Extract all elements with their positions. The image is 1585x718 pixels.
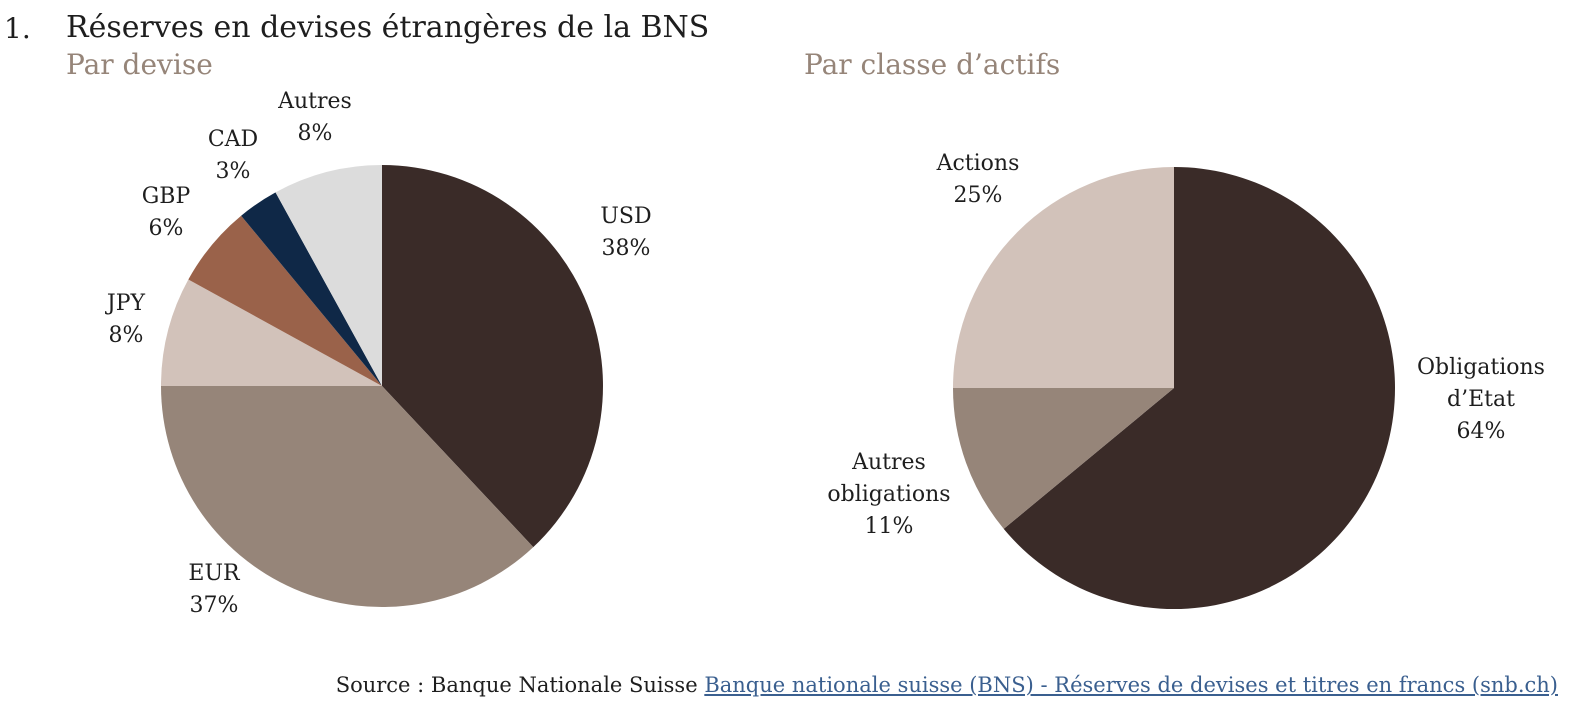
slice-label-currency-usd: USD 38% — [600, 204, 651, 261]
page-title: Réserves en devises étrangères de la BNS — [66, 10, 710, 45]
pie-slice-asset-class-autres-obligations — [953, 388, 1174, 529]
source-link[interactable]: Banque nationale suisse (BNS) - Réserves… — [704, 673, 1558, 697]
slice-label-currency-autres: Autres 8% — [277, 89, 352, 146]
pie-slice-currency-jpy — [161, 279, 382, 386]
slice-label-currency-gbp: GBP 6% — [142, 184, 191, 241]
pie-slice-currency-gbp — [188, 215, 382, 386]
source-note: Source : Banque Nationale Suisse Banque … — [336, 670, 1558, 700]
slice-label-asset-class-autres: Autres obligations 11% — [827, 450, 950, 539]
pie-slice-currency-cad — [241, 192, 382, 386]
pie-slice-asset-class-actions — [953, 167, 1174, 388]
chart-title-currency: Par devise — [66, 48, 213, 81]
pie-slice-currency-usd — [382, 165, 603, 548]
slice-label-currency-eur: EUR 37% — [188, 561, 241, 618]
slice-label-currency-cad: CAD 3% — [208, 127, 258, 184]
slice-label-asset-class-obligations: Obligations d’Etat 64% — [1417, 355, 1545, 444]
chart-title-asset-class: Par classe d’actifs — [804, 48, 1061, 81]
pie-slice-currency-autres — [275, 165, 382, 386]
section-number: 1. — [4, 12, 31, 45]
pie-slice-currency-eur — [161, 386, 534, 607]
slice-label-asset-class-actions: Actions 25% — [936, 151, 1020, 208]
source-prefix: Source : Banque Nationale Suisse — [335, 673, 705, 697]
pie-slice-asset-class-obligations-detat — [1003, 167, 1396, 609]
slice-label-currency-jpy: JPY 8% — [105, 291, 146, 348]
